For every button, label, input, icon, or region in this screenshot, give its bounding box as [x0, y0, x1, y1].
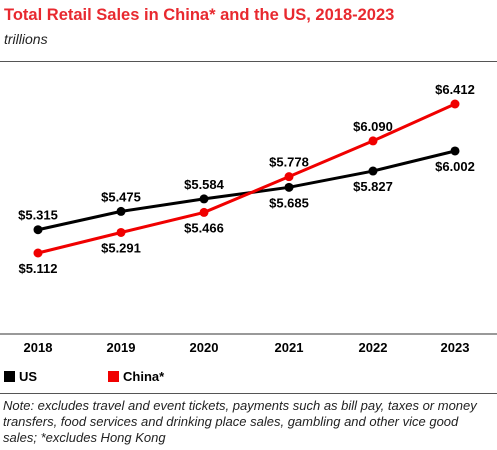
- legend-item-china: China*: [108, 369, 164, 384]
- series-points: [33, 99, 460, 258]
- data-label-china: $5.466: [184, 220, 224, 235]
- data-label-us: $6.002: [435, 159, 475, 174]
- data-point-us: [450, 146, 460, 156]
- data-point-us: [284, 182, 294, 192]
- data-point-us: [199, 194, 209, 204]
- chart-subtitle: trillions: [4, 31, 48, 47]
- note-rule: [0, 393, 497, 394]
- x-tick-label: 2020: [190, 340, 219, 355]
- chart-title: Total Retail Sales in China* and the US,…: [4, 6, 395, 24]
- legend-swatch-china: [108, 371, 119, 382]
- data-point-china: [33, 248, 43, 258]
- data-label-china: $6.090: [353, 119, 393, 134]
- data-point-us: [368, 166, 378, 176]
- x-tick-label: 2018: [24, 340, 53, 355]
- x-tick-label: 2021: [275, 340, 304, 355]
- data-label-china: $5.778: [269, 155, 309, 170]
- data-point-china: [368, 136, 378, 146]
- data-label-china: $5.291: [101, 240, 141, 255]
- legend-label-china: China*: [123, 369, 165, 384]
- data-point-us: [33, 225, 43, 235]
- data-label-us: $5.827: [353, 179, 393, 194]
- data-label-us: $5.584: [184, 177, 225, 192]
- top-rule: [0, 61, 497, 62]
- data-label-us: $5.315: [18, 208, 58, 223]
- x-tick-label: 2019: [107, 340, 136, 355]
- data-point-us: [116, 206, 126, 216]
- legend-swatch-us: [4, 371, 15, 382]
- legend-item-us: US: [4, 369, 37, 384]
- data-label-us: $5.475: [101, 189, 141, 204]
- data-label-china: $5.112: [18, 261, 57, 276]
- line-chart: 2018 2019 2020 2021 2022 2023 $5.315$5.475$5.…: [0, 82, 497, 355]
- x-tick-label: 2022: [359, 340, 388, 355]
- data-point-china: [116, 227, 126, 237]
- legend-label-us: US: [19, 369, 38, 384]
- data-point-china: [199, 207, 209, 217]
- series-line-china: [37, 102, 456, 255]
- data-labels: $5.315 $5.475 $5.584 $5.685 $5.827 $6.002 $5.1…: [18, 82, 475, 276]
- footnote: Note: excludes travel and event tickets,…: [3, 398, 477, 445]
- data-point-china: [450, 99, 460, 109]
- data-label-china: $6.412: [435, 82, 475, 97]
- series-lines: [37, 102, 456, 255]
- x-tick-label: 2023: [441, 340, 470, 355]
- data-label-us: $5.685: [269, 195, 309, 210]
- data-point-china: [284, 172, 294, 182]
- x-axis-ticks: 2018 2019 2020 2021 2022 2023: [24, 340, 470, 355]
